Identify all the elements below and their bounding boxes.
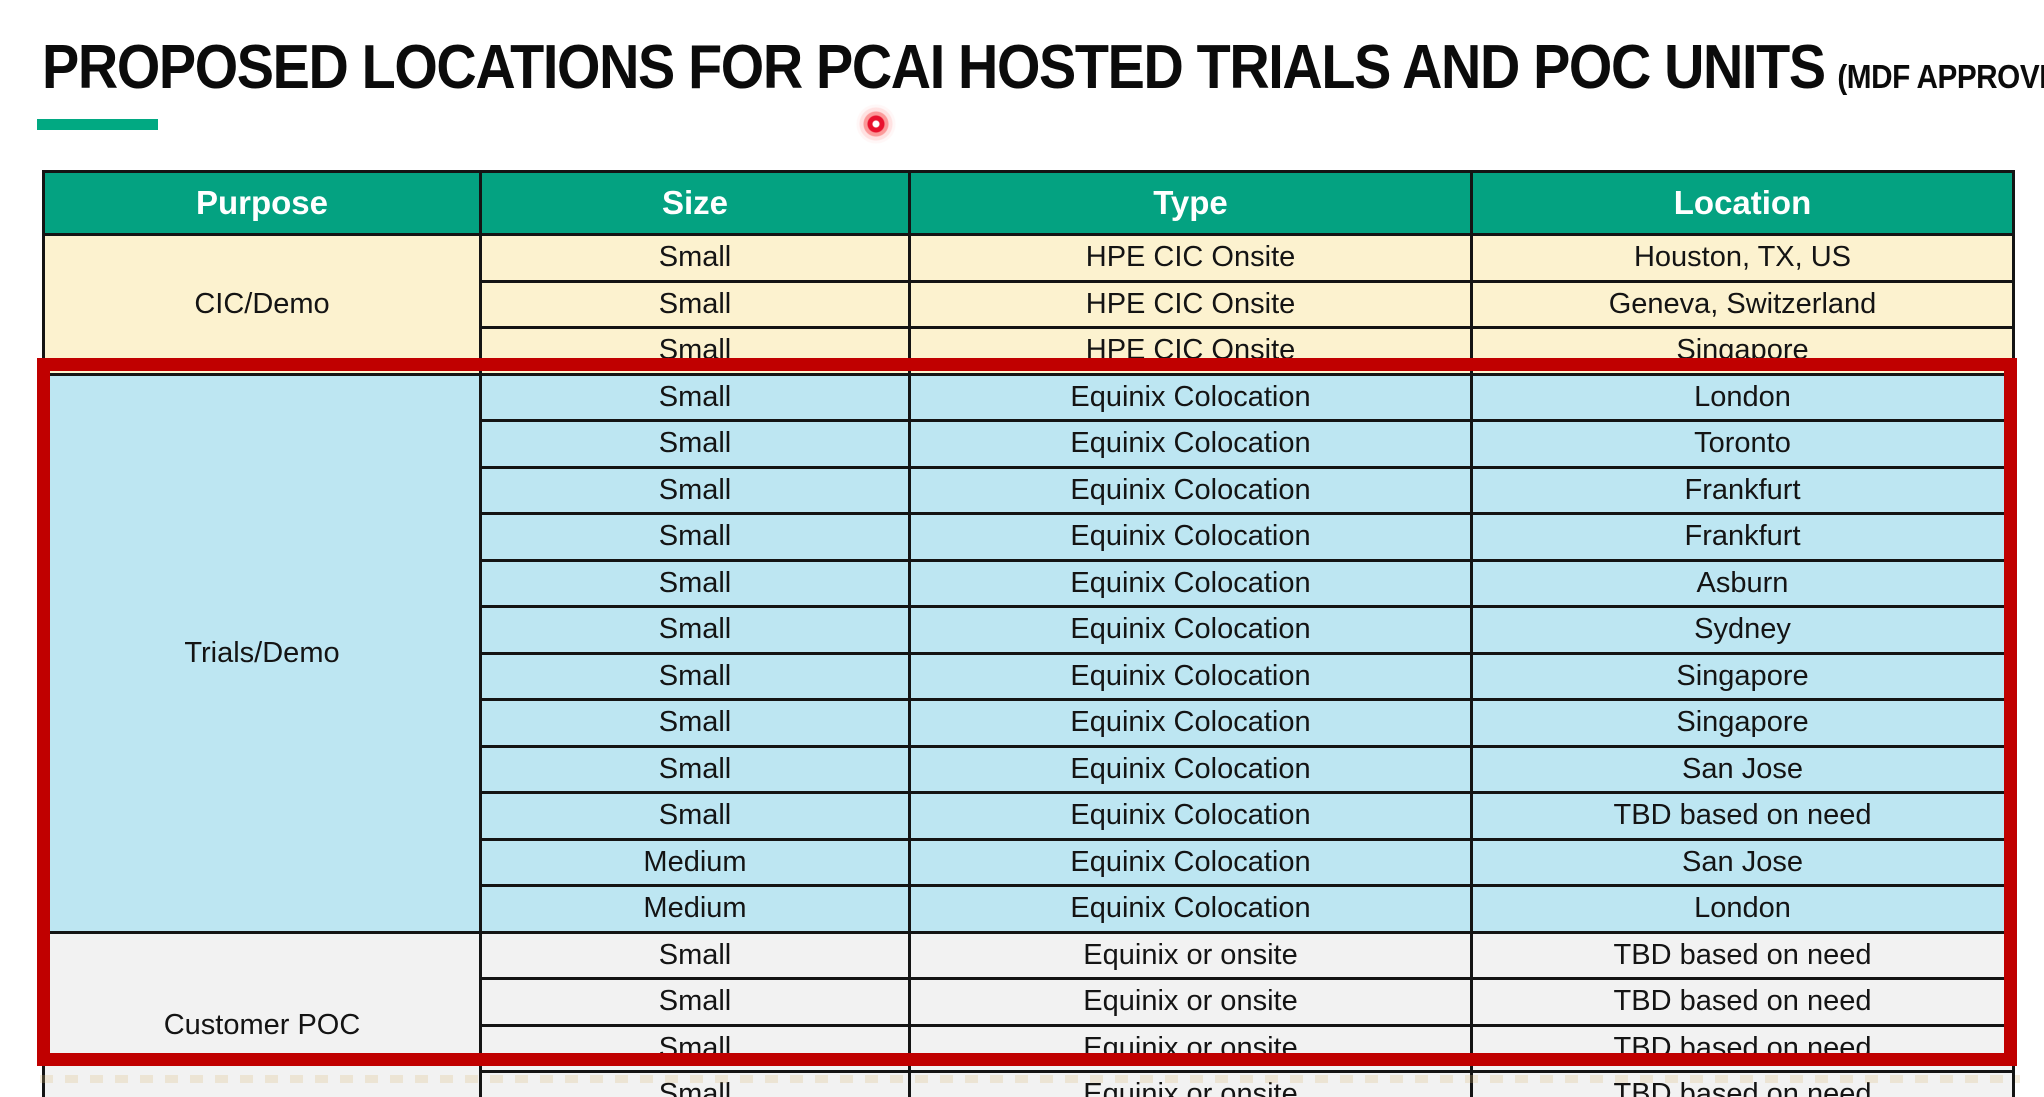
table-row: Small HPE CIC Onsite Geneva, Switzerland xyxy=(43,279,2015,329)
locations-table: Purpose Size Type Location CIC/Demo Small HPE… xyxy=(42,170,2015,1097)
column-header-location: Location xyxy=(1470,170,2015,236)
location-cell: TBD based on need xyxy=(1470,977,2015,1027)
location-cell: Sydney xyxy=(1470,605,2015,655)
type-cell: HPE CIC Onsite xyxy=(908,233,1473,283)
type-cell: Equinix or onsite xyxy=(908,977,1473,1027)
size-cell: Small xyxy=(479,558,911,608)
column-header-type: Type xyxy=(908,170,1473,236)
table-row: Trials/Demo Small Equinix Colocation London xyxy=(42,372,2015,934)
type-cell: HPE CIC Onsite xyxy=(908,279,1473,329)
purpose-cell: Trials/Demo xyxy=(42,372,482,934)
size-cell: Medium xyxy=(479,837,911,887)
size-cell: Small xyxy=(479,1023,911,1073)
column-header-size: Size xyxy=(479,170,911,236)
size-cell: Small xyxy=(479,744,911,794)
size-cell: Small xyxy=(479,279,911,329)
location-cell: Toronto xyxy=(1470,419,2015,469)
size-cell: Small xyxy=(479,326,911,376)
size-cell: Small xyxy=(479,698,911,748)
table-body: CIC/Demo Small HPE CIC Onsite Houston, TX, … xyxy=(42,233,2015,1097)
type-cell: Equinix Colocation xyxy=(908,419,1473,469)
location-cell: TBD based on need xyxy=(1470,1023,2015,1073)
location-cell: Frankfurt xyxy=(1470,465,2015,515)
size-cell: Small xyxy=(479,372,911,422)
size-cell: Small xyxy=(479,791,911,841)
page-title-suffix: (MDF APPROVED) xyxy=(1837,58,2044,95)
type-cell: Equinix Colocation xyxy=(908,512,1473,562)
size-cell: Small xyxy=(479,977,911,1027)
type-cell: Equinix Colocation xyxy=(908,884,1473,934)
location-cell: London xyxy=(1470,884,2015,934)
column-header-purpose: Purpose xyxy=(42,170,482,236)
purpose-cell: CIC/Demo xyxy=(42,233,482,376)
table-row: Small Equinix Colocation Asburn xyxy=(43,558,2015,608)
location-cell: San Jose xyxy=(1470,744,2015,794)
type-cell: Equinix Colocation xyxy=(908,698,1473,748)
size-cell: Small xyxy=(479,233,911,283)
location-cell: Geneva, Switzerland xyxy=(1470,279,2015,329)
location-cell: Frankfurt xyxy=(1470,512,2015,562)
type-cell: Equinix Colocation xyxy=(908,558,1473,608)
type-cell: Equinix or onsite xyxy=(908,1023,1473,1073)
type-cell: HPE CIC Onsite xyxy=(908,326,1473,376)
location-cell: Singapore xyxy=(1470,651,2015,701)
purpose-cell: Customer POC xyxy=(42,930,482,1097)
size-cell: Small xyxy=(479,651,911,701)
size-cell: Small xyxy=(479,419,911,469)
type-cell: Equinix Colocation xyxy=(908,465,1473,515)
laser-pointer-dot-icon xyxy=(856,104,896,144)
type-cell: Equinix Colocation xyxy=(908,837,1473,887)
table-row: Small Equinix Colocation Frankfurt xyxy=(43,465,2015,515)
location-cell: TBD based on need xyxy=(1470,791,2015,841)
size-cell: Small xyxy=(479,465,911,515)
table-header-row: Purpose Size Type Location xyxy=(42,170,2015,236)
type-cell: Equinix Colocation xyxy=(908,372,1473,422)
size-cell: Medium xyxy=(479,884,911,934)
type-cell: Equinix Colocation xyxy=(908,744,1473,794)
location-cell: Asburn xyxy=(1470,558,2015,608)
size-cell: Small xyxy=(479,605,911,655)
location-cell: Singapore xyxy=(1470,698,2015,748)
page-title: PROPOSED LOCATIONS FOR PCAI HOSTED TRIAL… xyxy=(42,32,2044,103)
location-cell: TBD based on need xyxy=(1470,930,2015,980)
location-cell: Houston, TX, US xyxy=(1470,233,2015,283)
location-cell: London xyxy=(1470,372,2015,422)
size-cell: Small xyxy=(479,512,911,562)
table-row: Small Equinix Colocation Singapore xyxy=(43,698,2015,748)
location-cell: TBD based on need xyxy=(1470,1070,2015,1097)
type-cell: Equinix or onsite xyxy=(908,930,1473,980)
type-cell: Equinix Colocation xyxy=(908,791,1473,841)
table-row: Customer POC Small Equinix or onsite TBD ba… xyxy=(42,930,2015,1097)
table-row: CIC/Demo Small HPE CIC Onsite Houston, TX, … xyxy=(42,233,2015,376)
type-cell: Equinix Colocation xyxy=(908,605,1473,655)
type-cell: Equinix or onsite xyxy=(908,1070,1473,1097)
location-cell: Singapore xyxy=(1470,326,2015,376)
table-row: Medium Equinix Colocation London xyxy=(43,884,2015,934)
location-cell: San Jose xyxy=(1470,837,2015,887)
size-cell: Small xyxy=(479,930,911,980)
title-accent-bar xyxy=(37,119,158,130)
page-title-main: PROPOSED LOCATIONS FOR PCAI HOSTED TRIAL… xyxy=(42,33,1826,102)
type-cell: Equinix Colocation xyxy=(908,651,1473,701)
size-cell: Small xyxy=(479,1070,911,1097)
